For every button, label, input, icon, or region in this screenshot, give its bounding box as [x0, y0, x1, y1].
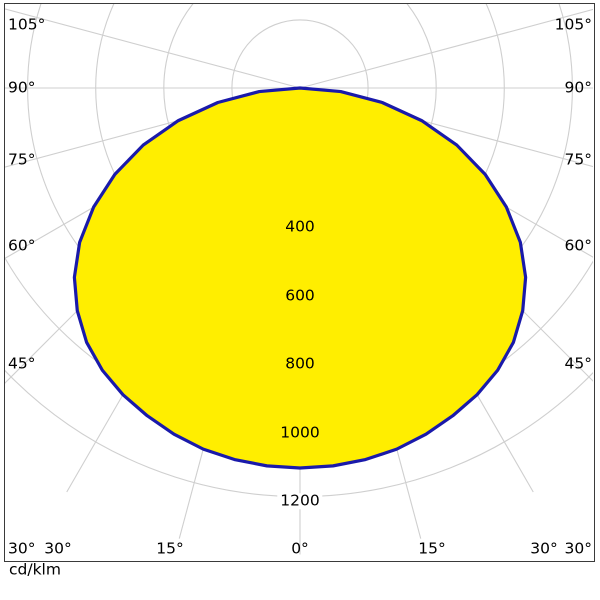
angle-label-left-60: 60°: [8, 236, 36, 255]
angle-label-left-105: 105°: [8, 15, 46, 34]
angle-label-right-75: 75°: [564, 150, 592, 169]
radial-tick-label-1000: 1000: [277, 425, 323, 441]
unit-label: cd/klm: [9, 560, 61, 579]
radial-tick-label-800: 800: [282, 356, 318, 372]
angle-label-right-30: 30°: [564, 539, 592, 558]
angle-label-bottom-4: 30°: [530, 539, 558, 558]
angle-label-left-30: 30°: [8, 539, 36, 558]
angle-label-right-60: 60°: [564, 236, 592, 255]
angle-label-right-105: 105°: [554, 15, 592, 34]
angle-label-left-90: 90°: [8, 78, 36, 97]
angle-label-bottom-1: 15°: [156, 539, 184, 558]
luminous-intensity-curve: [72, 86, 528, 470]
angle-label-left-75: 75°: [8, 150, 36, 169]
radial-tick-label-600: 600: [282, 288, 318, 304]
angle-label-bottom-2: 0°: [291, 539, 309, 558]
angle-label-left-45: 45°: [8, 354, 36, 373]
radial-tick-label-400: 400: [282, 219, 318, 235]
angle-label-bottom-3: 15°: [418, 539, 446, 558]
radial-tick-label-1200: 1200: [277, 493, 323, 509]
angle-label-bottom-0: 30°: [44, 539, 72, 558]
angle-label-right-90: 90°: [564, 78, 592, 97]
angle-label-right-45: 45°: [564, 354, 592, 373]
